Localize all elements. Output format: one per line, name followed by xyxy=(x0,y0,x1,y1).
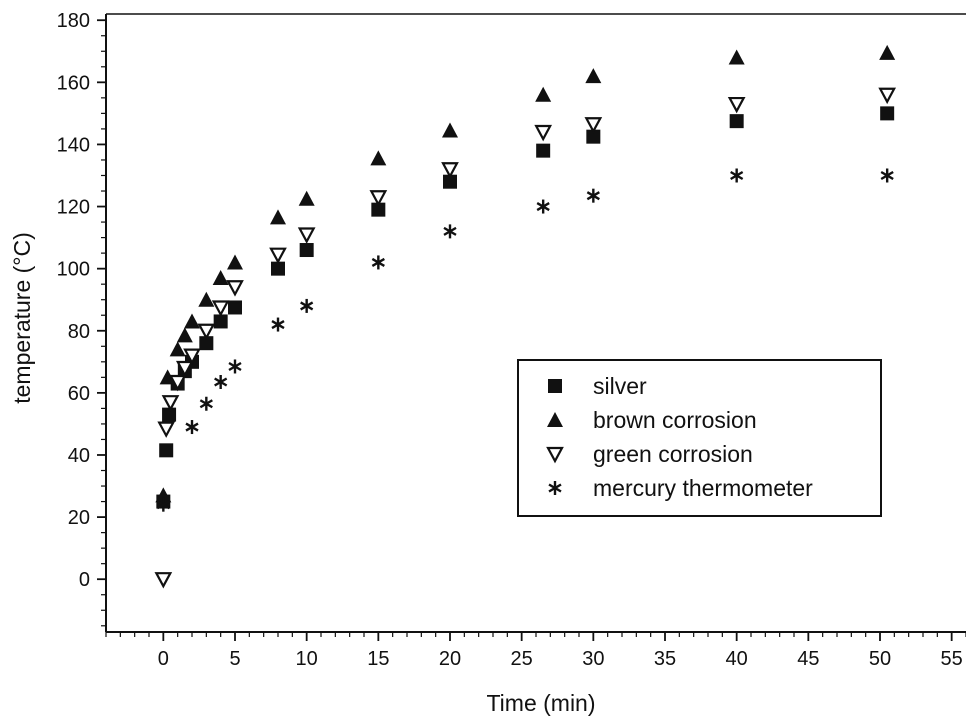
brown-corrosion-point xyxy=(198,291,215,307)
legend-marker-mercury-thermometer xyxy=(548,481,562,495)
legend-marker-silver xyxy=(548,379,562,393)
legend-label-brown-corrosion: brown corrosion xyxy=(593,407,757,433)
brown-corrosion-point xyxy=(227,254,243,270)
legend-label-silver: silver xyxy=(593,373,647,399)
x-axis: 0 5 10 15 20 25 30 35 40 45 50 55 xyxy=(105,632,966,670)
x-tick-label: 35 xyxy=(654,648,676,670)
brown-corrosion-point xyxy=(442,122,458,138)
y-tick-label: 20 xyxy=(68,507,90,529)
brown-corrosion-point xyxy=(728,49,745,65)
x-tick-label: 50 xyxy=(869,648,891,670)
silver-point xyxy=(880,106,895,121)
silver-point xyxy=(162,407,177,422)
green-corrosion-point xyxy=(441,162,459,179)
legend-marker-brown-corrosion xyxy=(547,412,563,427)
brown-corrosion-point xyxy=(879,44,896,60)
silver-point xyxy=(371,202,386,217)
x-tick-label: 45 xyxy=(797,648,819,670)
y-tick-label: 40 xyxy=(68,445,90,467)
green-corrosion-point xyxy=(197,323,216,341)
y-tick-label: 80 xyxy=(68,321,90,343)
legend-label-green-corrosion: green corrosion xyxy=(593,441,753,467)
mercury-thermometer-point xyxy=(880,168,894,183)
x-tick-label: 20 xyxy=(439,648,461,670)
mercury-thermometer-point xyxy=(214,375,228,390)
silver-point xyxy=(228,300,242,315)
green-corrosion-point xyxy=(269,247,287,264)
brown-corrosion-point xyxy=(184,313,200,329)
y-tick-label: 120 xyxy=(57,197,90,219)
mercury-thermometer-point xyxy=(271,317,285,332)
y-tick-label: 60 xyxy=(68,383,90,405)
green-corrosion-point xyxy=(157,421,176,438)
mercury-thermometer-point xyxy=(300,298,314,313)
brown-corrosion-point xyxy=(159,369,176,385)
green-corrosion-point xyxy=(727,96,746,114)
silver-point xyxy=(199,336,214,351)
green-corrosion-point xyxy=(369,190,388,207)
green-corrosion-point xyxy=(168,374,187,392)
brown-corrosion-point xyxy=(176,327,193,343)
silver-point xyxy=(536,143,551,158)
brown-corrosion-point xyxy=(212,269,229,285)
x-tick-label: 10 xyxy=(296,648,318,670)
x-tick-label: 5 xyxy=(229,648,240,670)
legend-box xyxy=(517,359,882,517)
green-corrosion-point xyxy=(226,280,244,297)
silver-point xyxy=(299,243,314,258)
x-tick-label: 0 xyxy=(158,648,169,670)
brown-corrosion-point xyxy=(585,68,602,84)
silver-point xyxy=(443,174,457,189)
green-corrosion-point xyxy=(211,300,230,317)
legend-label-mercury-thermometer: mercury thermometer xyxy=(593,475,813,501)
y-tick-label: 0 xyxy=(79,569,90,591)
silver-point xyxy=(586,129,601,144)
y-tick-label: 140 xyxy=(57,134,90,156)
green-corrosion-point xyxy=(154,572,173,589)
y-axis: 0 20 40 60 80 100 120 140 160 180 xyxy=(57,10,106,627)
y-tick-label: 100 xyxy=(57,259,90,281)
green-corrosion-point xyxy=(183,348,201,365)
x-tick-label: 30 xyxy=(582,648,604,670)
green-corrosion-point xyxy=(584,117,603,134)
mercury-thermometer-point xyxy=(730,168,744,183)
mercury-thermometer-point xyxy=(586,188,600,203)
x-axis-label: Time (min) xyxy=(486,690,595,716)
brown-corrosion-point xyxy=(298,190,315,206)
x-tick-label: 55 xyxy=(941,648,963,670)
mercury-thermometer-point xyxy=(371,255,385,270)
x-tick-label: 25 xyxy=(511,648,533,670)
x-tick-label: 40 xyxy=(726,648,748,670)
y-axis-label: temperature (°C) xyxy=(9,232,35,404)
silver-point xyxy=(213,314,228,329)
brown-corrosion-point xyxy=(370,150,387,166)
brown-corrosion-point xyxy=(270,209,286,225)
legend: silver brown corrosion green corrosion merc… xyxy=(517,359,882,517)
data-points xyxy=(154,44,897,589)
legend-marker-green-corrosion xyxy=(546,446,564,464)
y-tick-label: 160 xyxy=(57,72,90,94)
brown-corrosion-point xyxy=(155,487,172,503)
mercury-thermometer-point xyxy=(443,224,457,239)
silver-point xyxy=(729,114,744,129)
brown-corrosion-point xyxy=(169,341,186,357)
silver-point xyxy=(271,261,285,276)
y-tick-label: 180 xyxy=(57,10,90,32)
mercury-thermometer-point xyxy=(156,497,170,512)
green-corrosion-point xyxy=(161,395,180,412)
mercury-thermometer-point xyxy=(185,420,199,435)
green-corrosion-point xyxy=(878,87,897,105)
mercury-thermometer-point xyxy=(536,199,550,214)
plot-frame xyxy=(105,13,966,633)
green-corrosion-point xyxy=(175,360,194,378)
green-corrosion-point xyxy=(534,124,553,142)
brown-corrosion-point xyxy=(535,86,552,102)
mercury-thermometer-point xyxy=(199,396,213,411)
mercury-thermometer-point xyxy=(228,359,242,374)
silver-point xyxy=(159,443,174,458)
x-tick-label: 15 xyxy=(367,648,389,670)
green-corrosion-point xyxy=(297,227,316,244)
